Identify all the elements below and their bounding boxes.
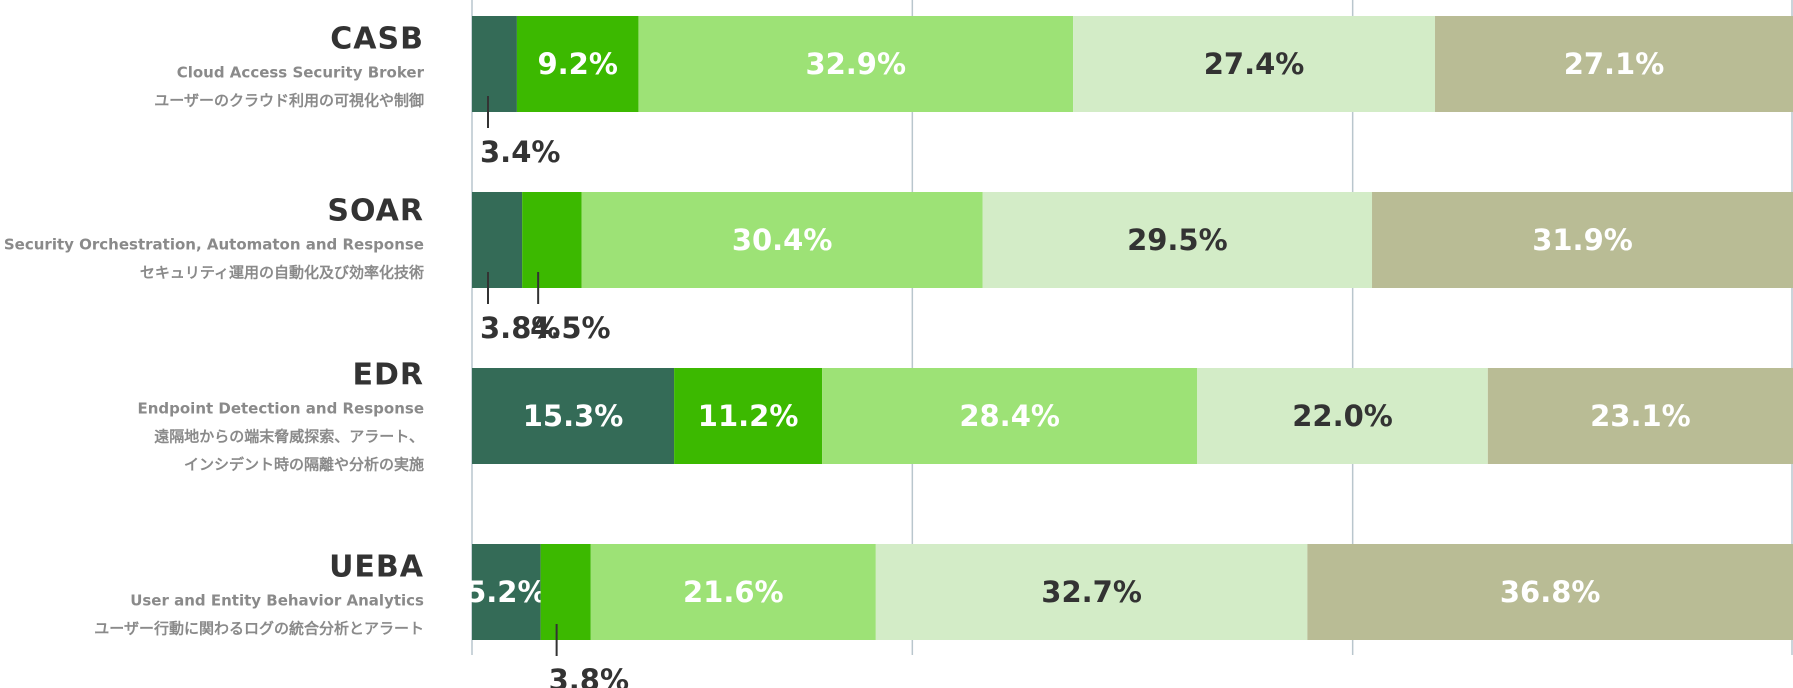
data-label: 5.2% xyxy=(466,575,546,609)
bar-segment xyxy=(1073,16,1436,112)
data-label: 27.4% xyxy=(1204,47,1305,81)
data-label: 36.8% xyxy=(1500,575,1601,609)
category-labels: CASB Cloud Access Security Broker ユーザーのクラウ… xyxy=(4,22,425,638)
bar-segment xyxy=(1487,368,1793,464)
data-label: 21.6% xyxy=(683,575,784,609)
bar-segment xyxy=(875,544,1308,640)
data-label: 3.8% xyxy=(480,311,560,345)
category-subtitle: インシデント時の隔離や分析の実施 xyxy=(184,456,424,474)
category-subtitle: Endpoint Detection and Response xyxy=(137,400,424,418)
data-label: 28.4% xyxy=(959,399,1060,433)
category-subtitle: User and Entity Behavior Analytics xyxy=(130,592,424,610)
category-subtitle: Security Orchestration, Automaton and Re… xyxy=(4,236,424,254)
bars: 3.4%9.2% 32.9% 27.4% 27.1%3.8%4.5%30.4% 29.5… xyxy=(466,16,1793,688)
category-subtitle: セキュリティ運用の自動化及び効率化技術 xyxy=(140,264,424,282)
bar-segment xyxy=(472,16,517,112)
bar-segment xyxy=(674,368,823,464)
category-subtitle: 遠隔地からの端末脅威探索、アラート、 xyxy=(154,428,424,446)
bar-segment xyxy=(822,368,1198,464)
category-subtitle: ユーザー行動に関わるログの統合分析とアラート xyxy=(94,620,424,638)
data-label: 32.9% xyxy=(805,47,906,81)
data-label: 3.8% xyxy=(549,663,629,688)
bar-segment xyxy=(540,544,591,640)
bar-segment xyxy=(1435,16,1793,112)
category-subtitle: ユーザーのクラウド利用の可視化や制御 xyxy=(154,92,424,110)
data-label: 32.7% xyxy=(1041,575,1142,609)
data-label: 29.5% xyxy=(1127,223,1228,257)
category-title: UEBA xyxy=(329,550,424,585)
data-label: 31.9% xyxy=(1532,223,1633,257)
category-title: EDR xyxy=(353,358,425,393)
category-title: SOAR xyxy=(327,194,424,229)
bar-segment xyxy=(522,192,582,288)
data-label: 30.4% xyxy=(732,223,833,257)
data-label: 15.3% xyxy=(523,399,624,433)
bar-segment xyxy=(1372,192,1793,288)
bar-segment xyxy=(516,16,639,112)
data-label: 4.5% xyxy=(530,311,610,345)
bar-segment xyxy=(581,192,983,288)
data-label: 3.4% xyxy=(480,135,560,169)
data-label: 27.1% xyxy=(1564,47,1665,81)
category-title: CASB xyxy=(330,22,424,57)
bar-segment xyxy=(590,544,876,640)
category-subtitle: Cloud Access Security Broker xyxy=(177,64,425,82)
bar-segment xyxy=(982,192,1373,288)
data-label: 9.2% xyxy=(537,47,617,81)
bar-segment xyxy=(472,544,541,640)
data-label: 23.1% xyxy=(1590,399,1691,433)
data-label: 11.2% xyxy=(698,399,799,433)
data-label: 22.0% xyxy=(1292,399,1393,433)
bar-segment xyxy=(638,16,1074,112)
bar-segment xyxy=(472,192,523,288)
bar-segment xyxy=(1307,544,1793,640)
bar-segment xyxy=(472,368,675,464)
bar-segment xyxy=(1197,368,1488,464)
